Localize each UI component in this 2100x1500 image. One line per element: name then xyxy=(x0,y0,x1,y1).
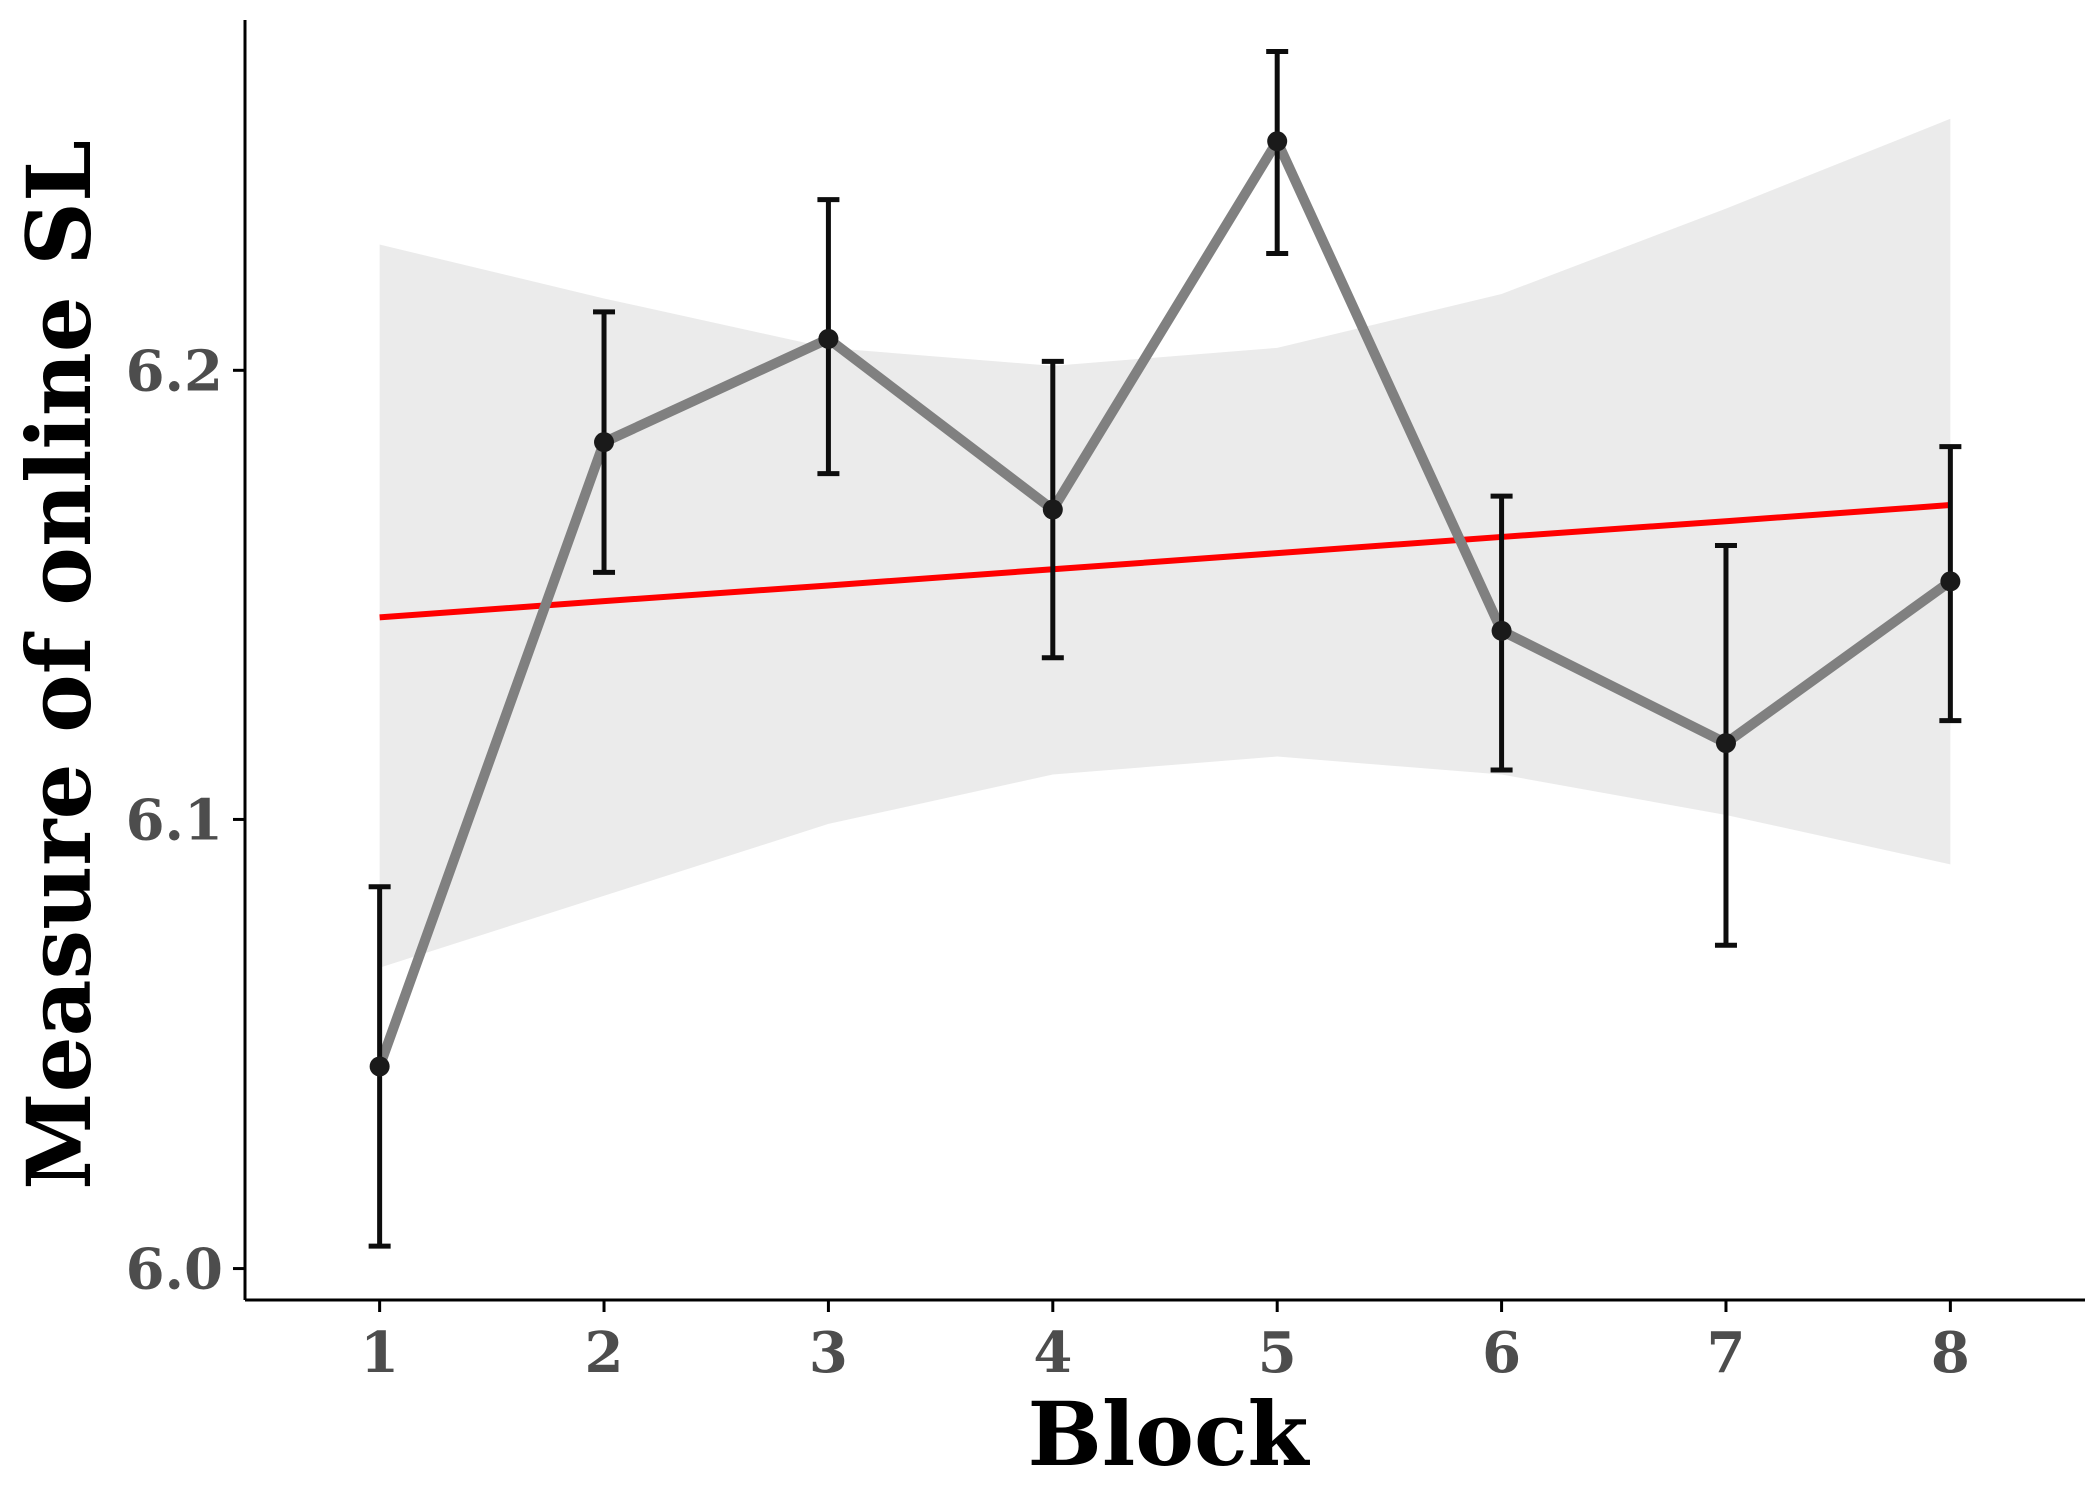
x-tick-label: 5 xyxy=(1258,1320,1297,1386)
x-tick-label: 2 xyxy=(585,1320,624,1386)
y-tick-label: 6.0 xyxy=(126,1237,223,1303)
data-point xyxy=(1042,499,1063,520)
x-tick-label: 1 xyxy=(360,1320,399,1386)
mean-line-layer xyxy=(374,130,1954,1069)
y-axis-title: Measure of online SL xyxy=(7,140,111,1190)
confidence-band xyxy=(379,118,1951,968)
axes-layer xyxy=(243,20,2085,1302)
point-layer xyxy=(369,131,1961,1077)
x-tick-label: 7 xyxy=(1706,1320,1745,1386)
confidence-band-layer xyxy=(379,118,1951,968)
y-tick-label: 6.1 xyxy=(126,787,223,853)
data-point xyxy=(1940,571,1961,592)
data-point xyxy=(818,328,839,349)
x-tick-label: 4 xyxy=(1033,1320,1072,1386)
data-point xyxy=(594,432,615,453)
data-point xyxy=(369,1056,390,1077)
data-point xyxy=(1715,733,1736,754)
x-tick-label: 3 xyxy=(809,1320,848,1386)
fit-line xyxy=(379,502,1951,621)
x-tick-label: 8 xyxy=(1931,1320,1970,1386)
data-point xyxy=(1267,131,1288,152)
data-point xyxy=(1491,620,1512,641)
tick-layer: 1 2 3 4 5 6 7 8 6.0 6.1 6.2 xyxy=(126,338,1970,1386)
x-tick-label: 6 xyxy=(1482,1320,1521,1386)
mean-line xyxy=(374,130,1954,1069)
x-axis-title: Block xyxy=(1027,1382,1310,1486)
y-tick-label: 6.2 xyxy=(126,338,223,404)
error-bar xyxy=(1266,48,1289,257)
fit-line-layer xyxy=(379,502,1951,621)
